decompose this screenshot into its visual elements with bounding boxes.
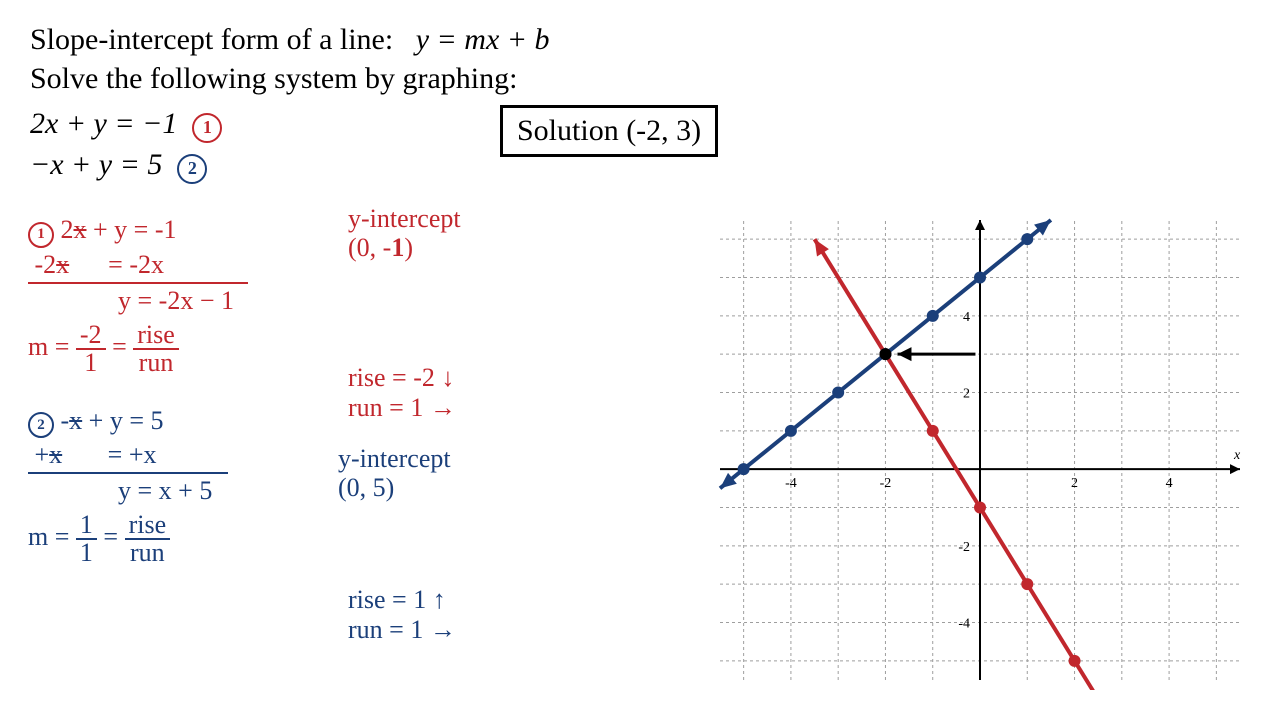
svg-text:2: 2 — [1071, 476, 1078, 491]
svg-text:2: 2 — [963, 387, 970, 402]
header-text: Slope-intercept form of a line: — [30, 23, 393, 56]
svg-text:4: 4 — [1166, 476, 1173, 491]
svg-text:-4: -4 — [958, 617, 970, 632]
work-1: 1 2x + y = -1 -2x = -2x y = -2x − 1 m = … — [28, 215, 603, 376]
svg-text:-2: -2 — [880, 476, 892, 491]
header-line-2: Solve the following system by graphing: — [30, 59, 1250, 98]
rise-run-2: rise = 1 ↑ run = 1 → — [348, 585, 456, 645]
svg-text:-4: -4 — [785, 476, 797, 491]
slope-1-pre: m = — [28, 331, 69, 360]
circle-two-icon: 2 — [177, 154, 207, 184]
rise-run-1: rise = -2 ↓ run = 1 → — [348, 363, 456, 423]
solution-text: Solution (-2, 3) — [517, 114, 701, 147]
svg-text:x: x — [1233, 448, 1241, 463]
step-badge-2: 2 — [28, 412, 54, 438]
work-2: 2 -x + y = 5 +x = +x y = x + 5 m = 11 = … — [28, 406, 603, 567]
solution-box: Solution (-2, 3) — [500, 105, 718, 157]
work-area: 1 2x + y = -1 -2x = -2x y = -2x − 1 m = … — [28, 215, 603, 568]
yint-2: y-intercept(0, 5) — [338, 445, 451, 502]
header-line-1: Slope-intercept form of a line: y = mx +… — [30, 20, 1250, 59]
eq1-solved: y = -2x − 1 — [118, 286, 603, 316]
header-equation: y = mx + b — [416, 23, 550, 56]
equation-2: −x + y = 5 — [30, 148, 162, 181]
circle-one-icon: 1 — [192, 113, 222, 143]
svg-text:-2: -2 — [958, 540, 970, 555]
step-badge-1: 1 — [28, 222, 54, 248]
yint-1: y-intercept(0, -1) — [348, 205, 461, 262]
slope-2-pre: m = — [28, 522, 69, 551]
svg-text:4: 4 — [963, 310, 970, 325]
coordinate-chart: -4 -2 2 4 -4 -2 2 4 x — [710, 210, 1250, 690]
equation-1: 2x + y = −1 — [30, 107, 177, 140]
